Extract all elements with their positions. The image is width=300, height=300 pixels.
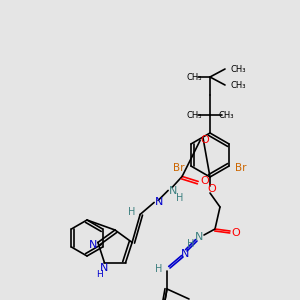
Text: N: N [100, 262, 109, 273]
Text: N: N [169, 186, 177, 197]
Text: CH₃: CH₃ [186, 73, 202, 82]
Text: CH₃: CH₃ [186, 110, 202, 119]
Text: CH₃: CH₃ [230, 80, 246, 89]
Text: H: H [128, 207, 136, 218]
Text: N: N [155, 197, 163, 207]
Text: O: O [208, 184, 216, 194]
Text: N: N [181, 249, 189, 259]
Text: N: N [89, 240, 97, 250]
Text: Br: Br [235, 163, 247, 173]
Text: Br: Br [173, 163, 185, 173]
Text: H: H [155, 264, 163, 274]
Text: H: H [96, 270, 103, 279]
Text: O: O [232, 228, 240, 238]
Text: H: H [187, 239, 195, 249]
Text: CH₃: CH₃ [230, 64, 246, 74]
Text: O: O [201, 135, 209, 146]
Text: CH₃: CH₃ [218, 110, 234, 119]
Text: N: N [195, 232, 203, 242]
Text: O: O [201, 176, 209, 186]
Text: H: H [176, 194, 184, 203]
